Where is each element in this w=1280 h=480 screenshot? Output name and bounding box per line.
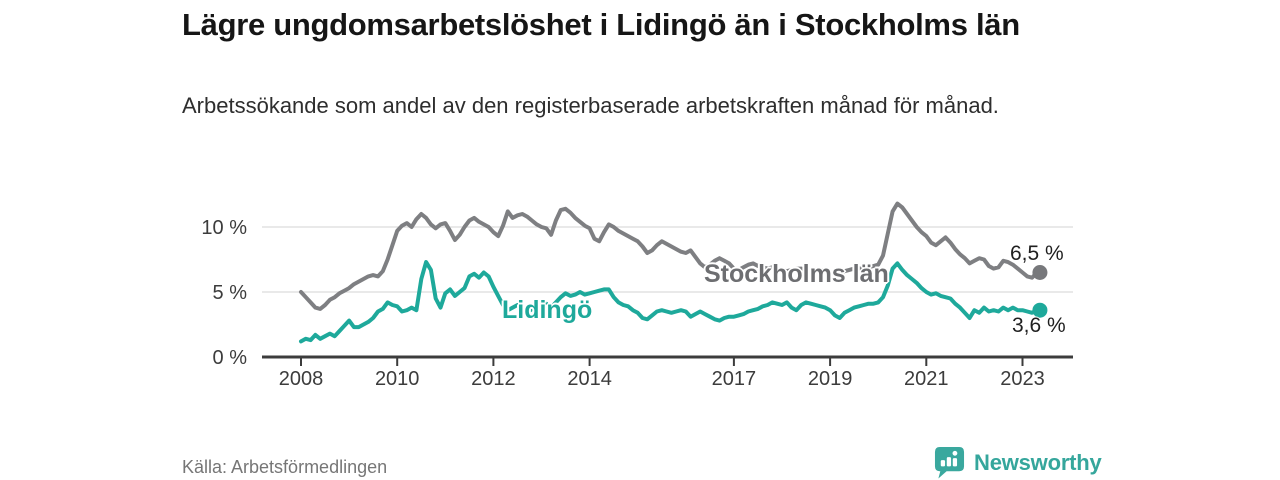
- x-tick-label: 2023: [1000, 368, 1045, 390]
- series-label-stockholms-lan: Stockholms län: [704, 260, 889, 288]
- source-note: Källa: Arbetsförmedlingen: [182, 457, 388, 477]
- value-label-lidingo: 3,6 %: [1012, 314, 1066, 337]
- x-tick-label: 2021: [904, 368, 949, 390]
- series-label-lidingo: Lidingö: [502, 296, 593, 324]
- y-tick-label: 0 %: [213, 347, 248, 369]
- y-tick-label: 5 %: [213, 282, 248, 304]
- x-tick-label: 2012: [471, 368, 516, 390]
- x-tick-label: 2010: [375, 368, 420, 390]
- y-tick-label: 10 %: [201, 217, 247, 239]
- end-dot-stockholms-lan: [1032, 265, 1048, 280]
- newsworthy-logo: Newsworthy: [934, 446, 1102, 479]
- chart-subtitle: Arbetssökande som andel av den registerb…: [182, 93, 999, 118]
- line-lidingo: [299, 260, 1039, 344]
- end-dot-lidingo: [1032, 302, 1048, 318]
- logo-wordmark: Newsworthy: [974, 449, 1102, 475]
- value-label-stockholms-lan: 6,5 %: [1010, 242, 1064, 265]
- x-tick-label: 2008: [279, 368, 324, 390]
- bar-chart-speech-bubble-icon: [934, 447, 965, 479]
- x-tick-label: 2017: [712, 368, 757, 390]
- x-tick-label: 2019: [808, 368, 853, 390]
- page-title: Lägre ungdomsarbetslöshet i Lidingö än i…: [182, 7, 1020, 42]
- line-stockholms-lan: [299, 201, 1039, 311]
- x-tick-label: 2014: [567, 368, 612, 390]
